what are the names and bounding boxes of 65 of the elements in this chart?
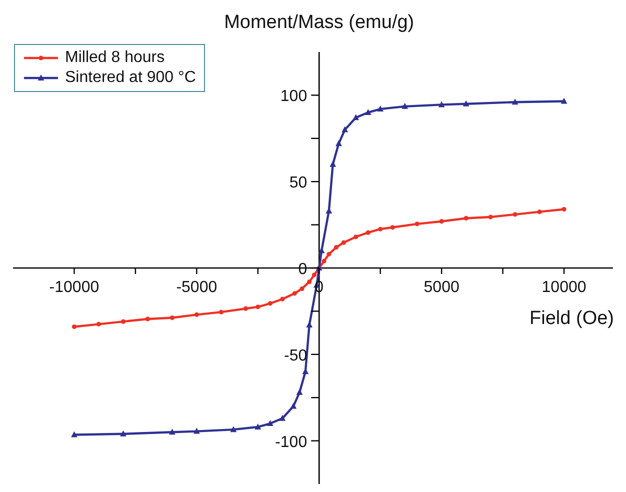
point [218, 310, 224, 314]
point [96, 322, 102, 326]
point [342, 126, 348, 132]
point [72, 324, 77, 330]
x-tick-label: 0 [314, 279, 324, 296]
point [438, 101, 445, 108]
point [194, 312, 199, 317]
point [512, 98, 518, 105]
point [256, 304, 260, 310]
y-tick-label: 50 [289, 174, 308, 192]
x-tick-label: -10000 [49, 279, 100, 296]
point [280, 296, 285, 302]
point [120, 430, 126, 436]
y-tick-label: 100 [280, 88, 308, 106]
point [378, 226, 383, 232]
point [537, 210, 542, 214]
point [312, 272, 317, 278]
point [439, 219, 444, 224]
point [377, 106, 384, 112]
point [322, 258, 326, 264]
legend-label: Milled 8 hours [65, 49, 165, 66]
point [354, 234, 358, 240]
y-axis-title: Moment/Mass (emu/g) [223, 12, 416, 34]
point [145, 316, 150, 322]
point [414, 222, 420, 226]
x-axis-title: Field (Oe) [530, 308, 614, 330]
point [318, 247, 325, 254]
point [390, 225, 395, 230]
point [254, 423, 262, 430]
point [366, 230, 370, 235]
x-tick-label: 5000 [424, 279, 460, 296]
point [462, 100, 470, 106]
y-tick-label: -100 [275, 434, 308, 451]
point [512, 212, 518, 217]
point [334, 244, 339, 250]
point [292, 291, 297, 296]
x-tick-label: 10000 [542, 279, 586, 296]
point [352, 114, 360, 120]
point [336, 140, 342, 146]
point [464, 216, 468, 221]
point [307, 280, 312, 284]
point [290, 402, 297, 409]
point [306, 322, 313, 328]
point [193, 428, 200, 434]
point [279, 414, 286, 421]
point [341, 240, 346, 245]
point [243, 306, 248, 311]
point [560, 98, 568, 104]
point [402, 102, 408, 109]
point [170, 315, 174, 320]
point [168, 428, 176, 435]
legend-label: Sintered at 900 °C [65, 69, 196, 86]
point [488, 214, 493, 220]
point [230, 426, 237, 432]
point [300, 286, 304, 292]
point [268, 301, 272, 306]
point [71, 431, 78, 438]
point [120, 319, 126, 324]
x-tick-label: -5000 [176, 279, 218, 296]
point [266, 420, 274, 426]
point [296, 388, 303, 395]
point [330, 160, 336, 167]
point [326, 252, 332, 256]
point [364, 108, 372, 115]
point [562, 206, 566, 212]
